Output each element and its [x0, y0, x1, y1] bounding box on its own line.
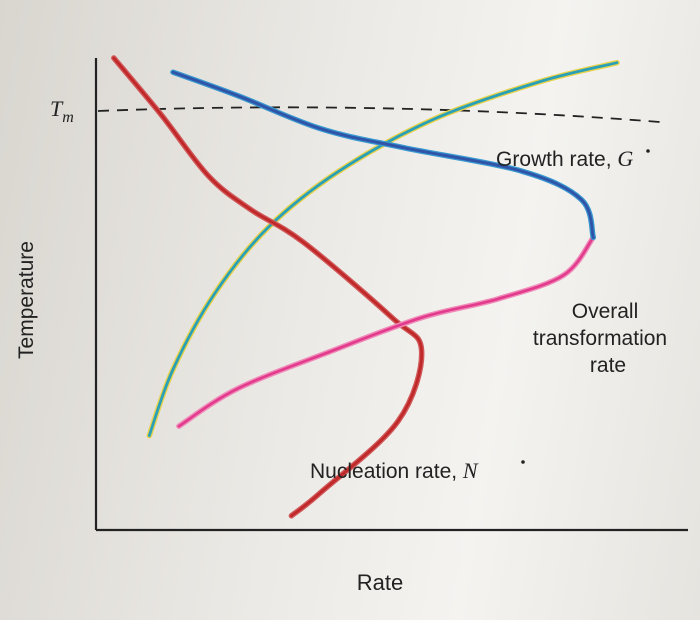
growth-rate-symbol: G: [617, 146, 633, 171]
y-axis-label: Temperature: [15, 241, 38, 359]
nucleation-rate-symbol: N: [462, 458, 479, 483]
growth-rate-curve: [147, 61, 619, 437]
overall-rate-curve-upper: [171, 70, 595, 239]
growth-rate-label-text: Growth rate,: [496, 148, 617, 171]
growth-rate-curve-halo: [146, 59, 620, 439]
nucleation-rate-label-text: Nucleation rate,: [310, 460, 463, 483]
tm-letter: T: [50, 96, 64, 121]
overall-rate-curve-lower-halo: [176, 234, 597, 429]
tm-dashed-line: [97, 106, 661, 123]
growth-rate-label: Growth rate, G: [496, 146, 633, 171]
overall-rate-label-line-1: Overall: [572, 300, 639, 323]
nucleation-rate-label: Nucleation rate, N: [310, 458, 479, 483]
growth-rate-dot-mark: [646, 149, 650, 153]
curves: [111, 55, 620, 519]
nucleation-rate-curve: [112, 56, 424, 518]
overall-rate-label-line-2: transformation: [533, 327, 667, 350]
tm-label: Tm: [50, 96, 74, 126]
overall-rate-curve-lower: [177, 236, 595, 428]
x-axis-label: Rate: [357, 570, 403, 595]
tm-subscript: m: [62, 109, 74, 126]
nucleation-rate-dot-mark: [521, 460, 525, 464]
overall-rate-label-line-3: rate: [590, 354, 626, 377]
